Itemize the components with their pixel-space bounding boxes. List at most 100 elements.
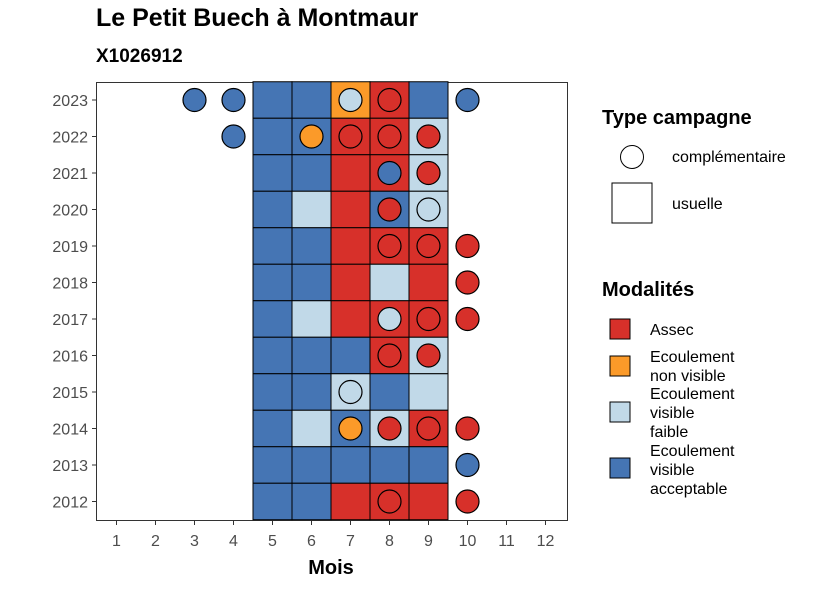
y-tick-label-2016: 2016 [52,349,88,366]
cell-2015-6 [291,373,332,411]
point-2023-4 [221,87,246,113]
cell-2014-6 [291,409,332,448]
point-2019-8 [377,233,402,259]
cell-2016-5 [252,336,293,375]
y-tick-label-2019: 2019 [52,239,88,256]
x-tick-label-8: 8 [385,533,394,550]
cell-2013-6 [291,446,332,484]
point-2019-9 [416,233,441,259]
legend-label-N: Ecoulement non visible [650,349,735,385]
legend-label-usuelle: usuelle [672,196,723,213]
x-tick-label-3: 3 [190,533,199,550]
cell-2020-5 [252,190,293,229]
y-axis: 2012 2013 2014 2015 2016 2017 2018 2019 2020 2021… [52,93,96,512]
cell-2012-7 [330,482,371,521]
y-tick-label-2022: 2022 [52,130,88,147]
chart-title: Le Petit Buech à Montmaur [96,4,419,32]
point-2012-10 [455,489,480,514]
x-tick-label-4: 4 [229,533,238,550]
y-tick-label-2014: 2014 [52,422,88,439]
heatmap-cells [252,81,449,521]
x-tick-label-6: 6 [307,533,316,550]
cell-2019-5 [252,227,293,265]
x-tick-label-12: 12 [537,533,555,550]
cell-2018-7 [330,263,371,302]
cell-2019-6 [291,227,332,265]
point-2014-9 [416,416,441,441]
cell-2023-6 [291,81,332,119]
cell-2015-9 [408,373,449,411]
cell-2023-9 [408,81,449,119]
legend-title-campagne: Type campagne [602,107,752,129]
point-2022-6 [299,124,324,149]
y-tick-label-2023: 2023 [52,93,88,110]
cell-2013-5 [252,446,293,484]
point-2013-10 [455,452,480,478]
cell-2021-7 [330,154,371,192]
y-tick-label-2017: 2017 [52,312,88,329]
cell-2017-6 [291,300,332,338]
x-tick-label-7: 7 [346,533,355,550]
legend-label-A: Assec [650,322,694,339]
legend-label-F: Ecoulement visible faible [650,386,735,441]
cell-2012-9 [408,482,449,521]
legend-label-complementaire: complémentaire [672,149,786,166]
point-2022-8 [377,124,402,149]
chart-subtitle: X1026912 [96,46,183,67]
x-tick-label-11: 11 [498,533,515,550]
x-axis-title: Mois [308,557,354,579]
cell-2013-9 [408,446,449,484]
cell-2014-5 [252,409,293,448]
point-2019-10 [455,233,480,259]
point-2016-8 [377,343,402,368]
y-tick-label-2012: 2012 [52,495,88,512]
cell-2021-5 [252,154,293,192]
cell-2018-5 [252,263,293,302]
cell-2018-9 [408,263,449,302]
legend-type-campagne: Type campagne complémentaire usuelle [602,107,786,224]
point-2015-7 [338,379,363,405]
x-tick-label-1: 1 [112,533,121,550]
legend-swatch-F [609,401,631,423]
legend-swatch-A [609,318,631,340]
point-2017-10 [455,306,480,332]
legend-title-modalites: Modalités [602,279,694,301]
cell-2018-8 [369,263,410,302]
cell-2015-5 [252,373,293,411]
cell-2017-5 [252,300,293,338]
cell-2012-5 [252,482,293,521]
point-2014-7 [338,416,363,441]
x-tick-label-10: 10 [459,533,477,550]
legend-label-V: Ecoulement visible acceptable [650,443,735,498]
point-2014-10 [455,416,480,441]
x-tick-label-2: 2 [151,533,160,550]
point-2017-9 [416,306,441,332]
x-tick-label-5: 5 [268,533,277,550]
y-tick-label-2020: 2020 [52,203,88,220]
cell-2020-6 [291,190,332,229]
point-2012-8 [377,489,402,514]
point-2022-7 [338,124,363,149]
point-2022-4 [221,124,246,149]
point-2014-8 [377,416,402,441]
legend-circle-swatch [620,145,644,169]
legend-square-swatch [611,182,653,224]
y-tick-label-2015: 2015 [52,385,88,402]
point-2018-10 [455,270,480,295]
point-2021-8 [377,160,402,186]
legend-swatch-V [609,457,631,479]
point-2023-10 [455,87,480,113]
cell-2019-7 [330,227,371,265]
y-tick-label-2013: 2013 [52,458,88,475]
point-2023-8 [377,87,402,113]
point-2016-9 [416,343,441,368]
legend-swatch-N [609,355,631,377]
y-tick-label-2018: 2018 [52,276,88,293]
cell-2018-6 [291,263,332,302]
point-2017-8 [377,306,402,332]
cell-2023-5 [252,81,293,119]
cell-2015-8 [369,373,410,411]
point-2020-9 [416,197,441,222]
